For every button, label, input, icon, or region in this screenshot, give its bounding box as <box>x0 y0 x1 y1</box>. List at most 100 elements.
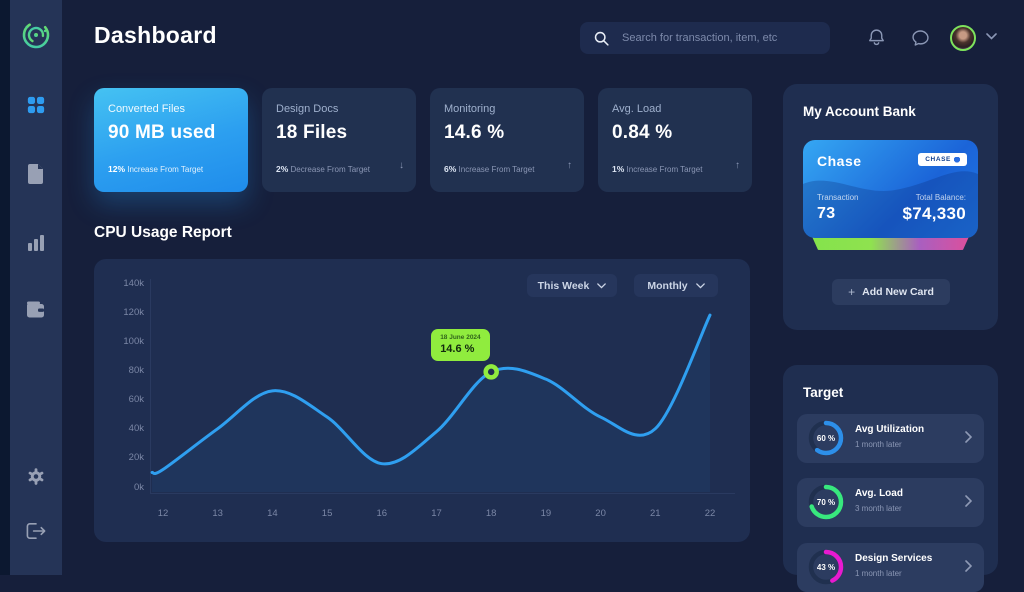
stat-card-design-docs[interactable]: Design Docs 18 Files 2% Decrease From Ta… <box>262 88 416 192</box>
stat-card-footnote: 6% Increase From Target <box>444 164 535 174</box>
chevron-down-icon <box>695 282 705 289</box>
x-axis-line <box>150 493 735 494</box>
target-item-title: Avg. Load <box>855 488 903 499</box>
chart-tooltip: 18 June 2024 14.6 % <box>431 328 490 361</box>
logout-icon <box>26 522 47 540</box>
target-item-subtitle: 1 month later <box>855 440 902 449</box>
y-tick-label: 0k <box>133 481 144 493</box>
chase-bank-card[interactable]: Chase CHASE Transaction 73 Total Balance… <box>803 140 978 238</box>
cpu-usage-line-chart <box>150 313 712 492</box>
chevron-right-icon <box>965 560 972 572</box>
stat-card-footnote: 12% Increase From Target <box>108 164 204 174</box>
y-tick-label: 140k <box>123 277 144 289</box>
chevron-down-icon <box>597 282 607 289</box>
search-input[interactable] <box>620 31 814 45</box>
x-tick-label: 13 <box>212 508 223 519</box>
bell-icon <box>866 27 887 49</box>
stat-card-footnote: 2% Decrease From Target <box>276 164 370 174</box>
balance-value: $74,330 <box>902 204 966 223</box>
progress-ring <box>808 484 844 520</box>
filter-monthly[interactable]: Monthly <box>634 274 718 297</box>
target-item-avg-utilization[interactable]: 60 % Avg Utilization 1 month later <box>797 414 984 463</box>
progress-percent: 43 % <box>816 562 836 572</box>
card-bank-name: Chase <box>817 153 862 169</box>
y-axis-line <box>150 279 151 494</box>
x-tick-label: 22 <box>704 508 716 519</box>
profile-menu-button[interactable] <box>986 33 997 40</box>
target-item-title: Design Services <box>855 553 933 564</box>
target-item-subtitle: 3 month later <box>855 504 902 513</box>
sidebar-item-analytics[interactable] <box>26 232 46 252</box>
stat-card-value: 90 MB used <box>108 122 216 143</box>
plus-icon: + <box>848 285 856 299</box>
brand-logo-icon[interactable] <box>19 18 53 52</box>
stat-card-converted-files[interactable]: Converted Files 90 MB used 12% Increase … <box>94 88 248 192</box>
x-tick-label: 17 <box>431 508 442 519</box>
arrow-up-icon: ↑ <box>567 160 572 171</box>
x-tick-label: 21 <box>650 508 661 519</box>
sidebar-item-settings[interactable] <box>26 466 47 487</box>
sidebar-item-dashboard[interactable] <box>25 94 47 116</box>
notifications-button[interactable] <box>866 27 887 49</box>
cpu-usage-chart-panel: This Week Monthly 140k 120k 100k 80k 60k 40k 2… <box>94 259 750 542</box>
y-tick-label: 100k <box>123 335 144 347</box>
tooltip-date: 18 June 2024 <box>440 333 481 341</box>
sidebar-edge <box>0 0 10 575</box>
target-panel-title: Target <box>803 385 844 400</box>
card-wave-decoration <box>803 171 978 238</box>
stat-card-label: Design Docs <box>276 103 339 115</box>
y-tick-label: 120k <box>123 306 144 318</box>
chase-octagon-icon <box>954 156 960 163</box>
stat-card-value: 0.84 % <box>612 122 673 143</box>
chase-logo-badge: CHASE <box>918 153 967 166</box>
stat-card-avg-load[interactable]: Avg. Load 0.84 % 1% Increase From Target… <box>598 88 752 192</box>
target-item-avg-load[interactable]: 70 % Avg. Load 3 month later <box>797 478 984 527</box>
document-icon <box>26 163 46 185</box>
data-point-marker[interactable] <box>483 364 499 380</box>
arrow-up-icon: ↑ <box>735 160 740 171</box>
search-icon <box>593 30 610 47</box>
arrow-down-icon: ↓ <box>399 160 404 171</box>
avatar[interactable] <box>950 25 976 51</box>
target-panel: Target 60 % Avg Utilization 1 month late… <box>783 365 998 592</box>
progress-percent: 70 % <box>816 497 836 507</box>
messages-button[interactable] <box>910 27 931 49</box>
x-tick-label: 14 <box>267 508 278 519</box>
stat-card-monitoring[interactable]: Monitoring 14.6 % 6% Increase From Targe… <box>430 88 584 192</box>
sidebar-item-logout[interactable] <box>26 522 47 540</box>
target-item-title: Avg Utilization <box>855 424 925 435</box>
target-item-design-services[interactable]: 43 % Design Services 1 month later <box>797 543 984 592</box>
balance-label: Total Balance: <box>915 193 966 202</box>
x-tick-label: 16 <box>376 508 388 519</box>
gear-icon <box>26 466 47 487</box>
sidebar-item-files[interactable] <box>26 163 46 185</box>
y-tick-label: 60k <box>128 394 144 406</box>
bank-panel-title: My Account Bank <box>803 104 916 119</box>
chevron-right-icon <box>965 431 972 443</box>
transaction-value: 73 <box>817 205 836 222</box>
x-tick-label: 12 <box>157 508 169 519</box>
stat-card-value: 14.6 % <box>444 122 505 143</box>
section-title-cpu-usage: CPU Usage Report <box>94 224 232 241</box>
sidebar-item-wallet[interactable] <box>26 300 47 319</box>
progress-percent: 60 % <box>816 433 836 443</box>
transaction-label: Transaction <box>817 193 859 202</box>
wallet-icon <box>26 300 47 319</box>
stat-card-value: 18 Files <box>276 122 348 143</box>
y-tick-label: 20k <box>128 452 144 464</box>
stat-card-label: Avg. Load <box>612 103 662 115</box>
y-tick-label: 80k <box>128 364 144 376</box>
search-bar[interactable] <box>580 22 830 54</box>
stat-card-label: Monitoring <box>444 103 496 115</box>
filter-this-week[interactable]: This Week <box>527 274 617 297</box>
chevron-down-icon <box>986 33 997 40</box>
sidebar <box>0 0 62 575</box>
stat-card-label: Converted Files <box>108 103 186 115</box>
x-tick-label: 19 <box>540 508 552 519</box>
y-tick-label: 40k <box>128 423 144 435</box>
tooltip-value: 14.6 % <box>440 342 475 355</box>
page-title: Dashboard <box>94 22 217 48</box>
add-new-card-button[interactable]: + Add New Card <box>832 279 950 305</box>
stat-card-footnote: 1% Increase From Target <box>612 164 703 174</box>
chat-icon <box>910 27 931 49</box>
